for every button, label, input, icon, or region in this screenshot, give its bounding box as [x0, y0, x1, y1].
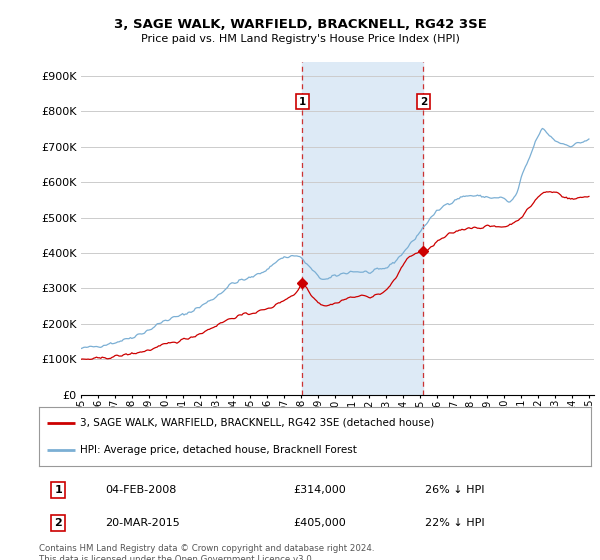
- Text: 22% ↓ HPI: 22% ↓ HPI: [425, 518, 485, 528]
- Text: Price paid vs. HM Land Registry's House Price Index (HPI): Price paid vs. HM Land Registry's House …: [140, 34, 460, 44]
- Text: 2: 2: [420, 96, 427, 106]
- Text: 26% ↓ HPI: 26% ↓ HPI: [425, 485, 485, 494]
- Text: 2: 2: [55, 518, 62, 528]
- Text: 04-FEB-2008: 04-FEB-2008: [105, 485, 176, 494]
- Text: 1: 1: [55, 485, 62, 494]
- Bar: [302, 62, 424, 395]
- Text: £314,000: £314,000: [293, 485, 346, 494]
- Text: 1: 1: [299, 96, 306, 106]
- Text: 3, SAGE WALK, WARFIELD, BRACKNELL, RG42 3SE (detached house): 3, SAGE WALK, WARFIELD, BRACKNELL, RG42 …: [80, 418, 434, 428]
- Text: £405,000: £405,000: [293, 518, 346, 528]
- Text: HPI: Average price, detached house, Bracknell Forest: HPI: Average price, detached house, Brac…: [80, 445, 357, 455]
- Text: 3, SAGE WALK, WARFIELD, BRACKNELL, RG42 3SE: 3, SAGE WALK, WARFIELD, BRACKNELL, RG42 …: [113, 18, 487, 31]
- Text: Contains HM Land Registry data © Crown copyright and database right 2024.
This d: Contains HM Land Registry data © Crown c…: [39, 544, 374, 560]
- Text: 20-MAR-2015: 20-MAR-2015: [105, 518, 180, 528]
